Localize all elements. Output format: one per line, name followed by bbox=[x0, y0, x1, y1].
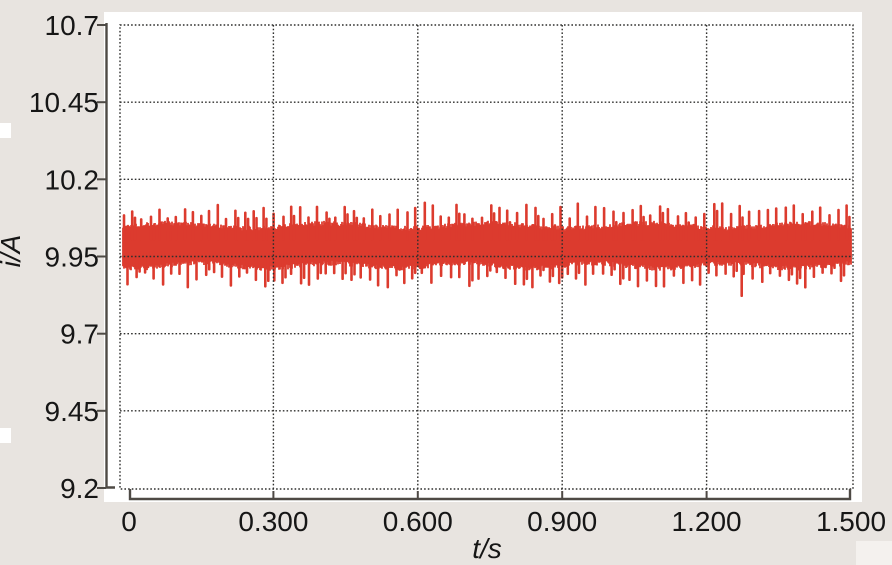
selection-handle-upper bbox=[0, 123, 11, 138]
x-tick-label: 0.900 bbox=[527, 506, 597, 537]
x-axis-label: t/s bbox=[472, 533, 502, 564]
axes bbox=[97, 23, 852, 501]
x-tick-label: 1.500 bbox=[816, 506, 886, 537]
current-waveform bbox=[122, 201, 852, 297]
y-axis-label: i/A bbox=[0, 235, 26, 268]
y-tick-label: 9.45 bbox=[45, 396, 100, 427]
y-tick-label: 10.2 bbox=[45, 164, 100, 195]
x-tick-label: 1.200 bbox=[672, 506, 742, 537]
selection-handle-lower bbox=[0, 428, 11, 443]
y-tick-label: 9.95 bbox=[45, 242, 100, 273]
y-tick-label: 10.45 bbox=[29, 87, 99, 118]
x-tick-label: 0.600 bbox=[383, 506, 453, 537]
corner-artifact bbox=[856, 541, 892, 565]
y-tick-labels: 10.7 10.45 10.2 9.95 9.7 9.45 9.2 bbox=[29, 10, 99, 504]
x-tick-label: 0 bbox=[121, 506, 137, 537]
x-tick-labels: 0 0.300 0.600 0.900 1.200 1.500 bbox=[121, 506, 886, 537]
y-tick-label: 9.7 bbox=[60, 319, 99, 350]
y-tick-label: 9.2 bbox=[60, 473, 99, 504]
y-tick-label: 10.7 bbox=[45, 10, 100, 41]
x-tick-label: 0.300 bbox=[238, 506, 308, 537]
grid-lines bbox=[119, 24, 854, 490]
